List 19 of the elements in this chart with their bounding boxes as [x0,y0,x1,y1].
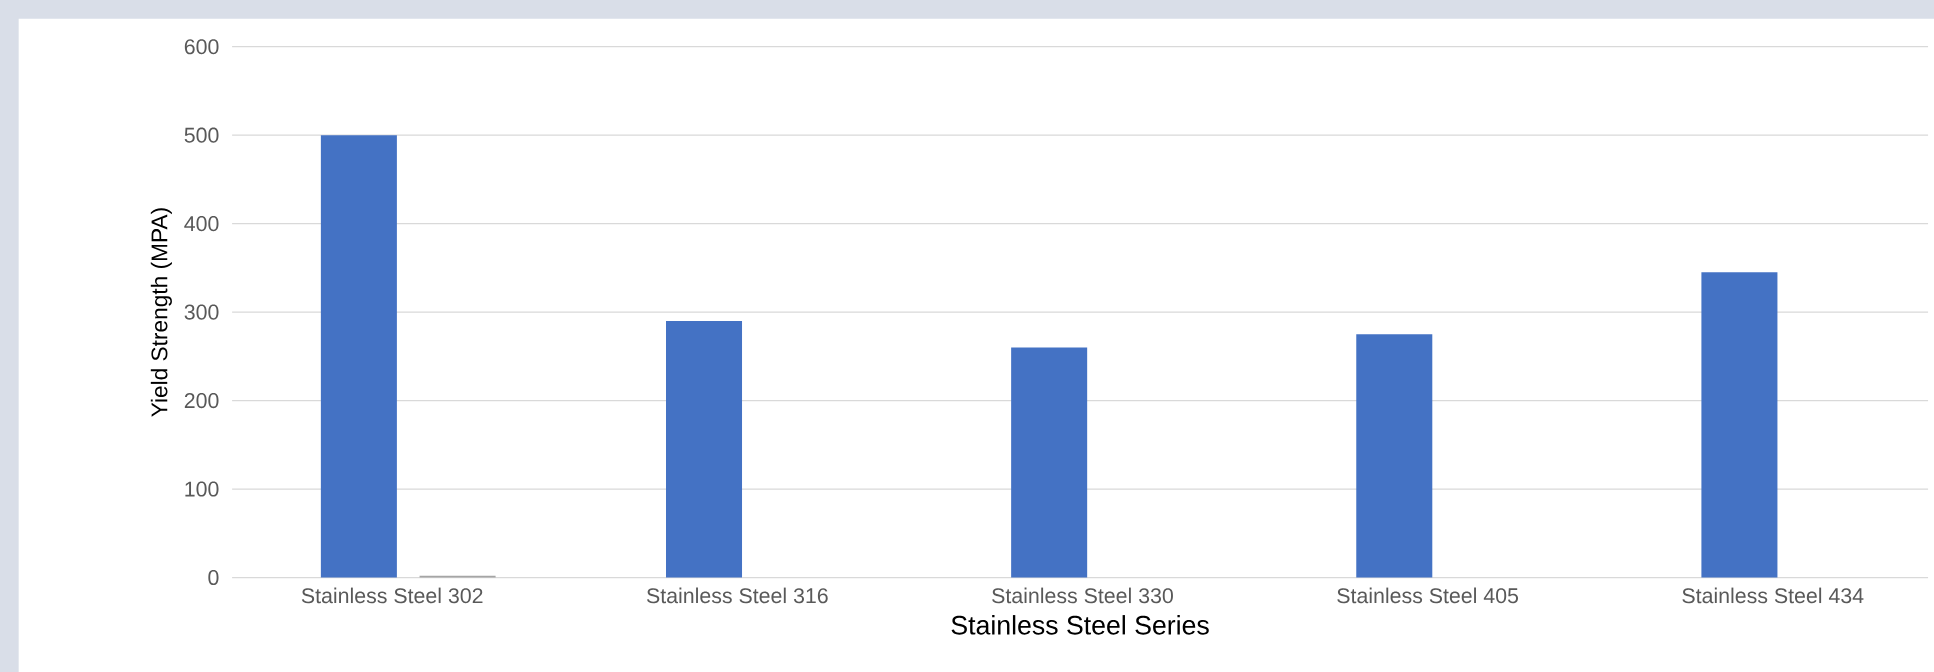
x-tick-label: Stainless Steel 316 [646,587,828,604]
x-tick-label: Stainless Steel 330 [992,587,1173,604]
y-tick-label: 100 [185,481,219,497]
bar [1011,347,1088,578]
y-tick-label: 400 [184,215,219,232]
y-tick-label: 0 [208,569,219,585]
x-tick-label: Stainless Steel 405 [1337,587,1519,604]
bar [1356,334,1433,578]
x-tick-label: Stainless Steel 434 [1682,587,1864,604]
bar [320,135,397,578]
x-axis-title: Stainless Steel Series [951,614,1209,635]
y-tick-label: 600 [184,39,219,55]
y-axis-title: Yield Strength (MPA) [150,208,172,417]
bar [666,320,743,578]
y-tick-label: 300 [184,304,219,320]
x-tick-label: Stainless Steel 302 [301,587,483,604]
y-tick-label: 200 [184,392,219,409]
y-tick-label: 500 [184,127,219,143]
bar [1701,272,1778,578]
